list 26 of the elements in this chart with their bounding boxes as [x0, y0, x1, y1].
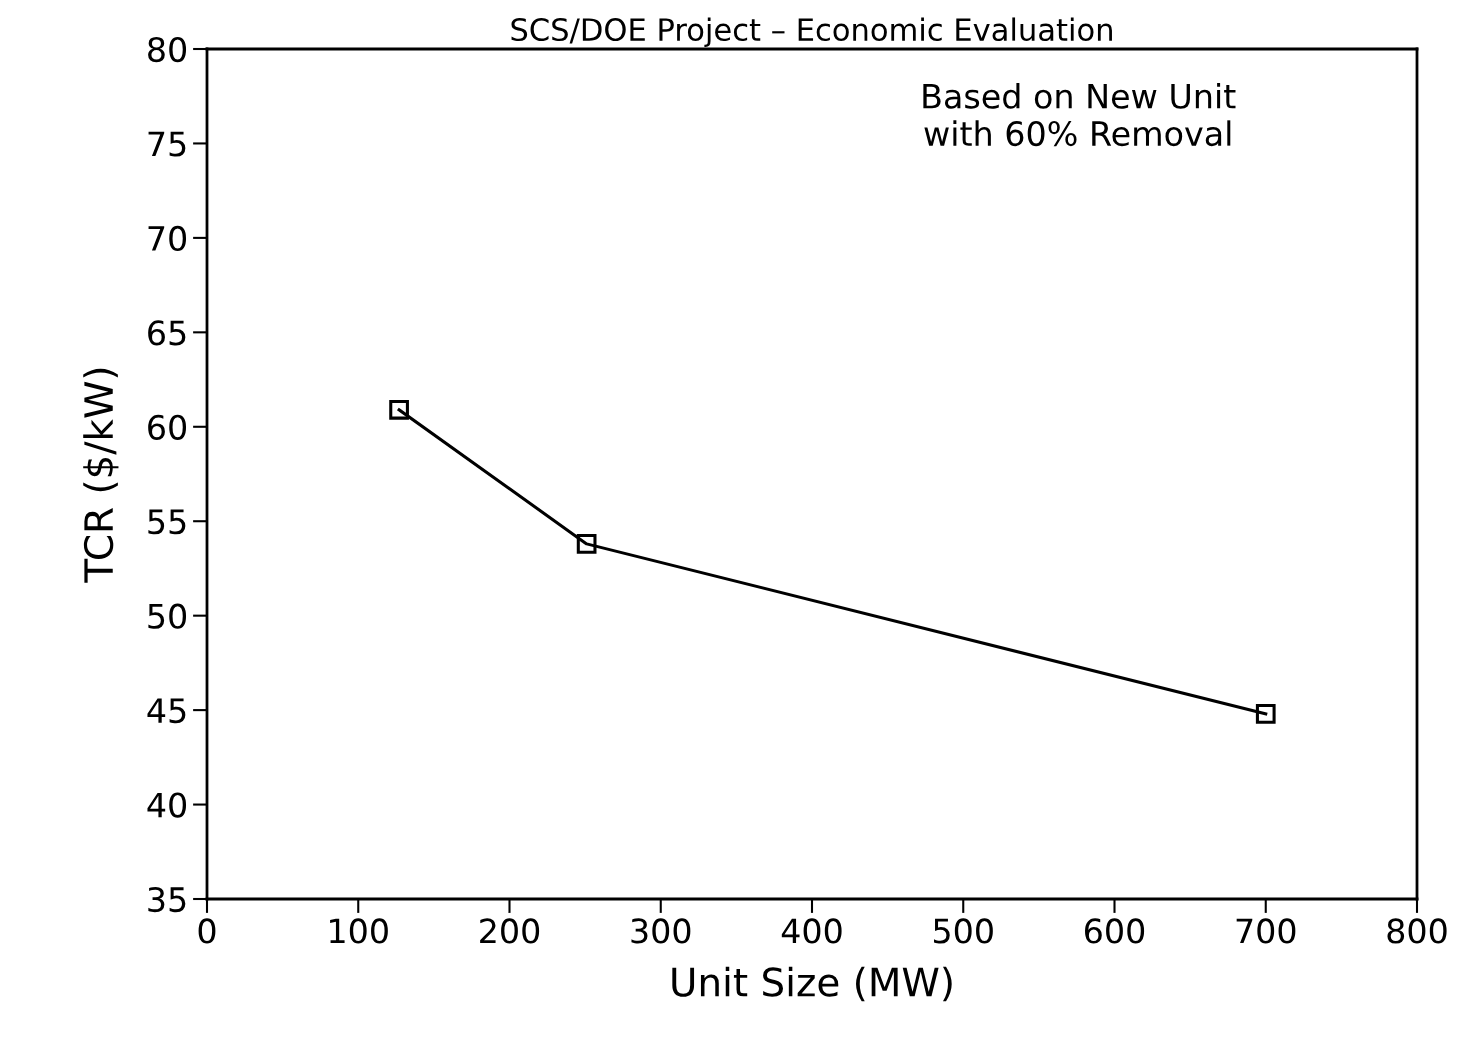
y-tick-label: 70 [148, 225, 187, 252]
y-tick-label: 50 [148, 603, 187, 629]
y-tick-label: 75 [148, 131, 186, 157]
x-tick-label: 300 [631, 918, 691, 944]
x-tick-label: 600 [1085, 918, 1145, 944]
x-tick-label: 500 [934, 918, 993, 944]
point [1255, 704, 1276, 724]
annotation: Based on New Unit with 60% Removal [923, 83, 1236, 147]
y-axis-title: TCR ($/kW) [83, 368, 119, 583]
point [389, 399, 409, 420]
x-tick-label: 200 [480, 918, 540, 944]
x-axis-title: Unit Size (MW) [672, 966, 952, 1002]
y-tick-label: 45 [147, 698, 186, 724]
x-tick-label: 800 [1387, 918, 1447, 944]
x-tick-label: 100 [330, 918, 388, 944]
x-tick-label: 0 [198, 918, 216, 944]
y-tick-label: 80 [148, 36, 187, 63]
x-tick-label: 700 [1236, 918, 1296, 944]
y-tick-label: 35 [148, 886, 186, 913]
chart-title: SCS/DOE Project – Economic Evaluation [511, 17, 1112, 48]
x-tick-label: 400 [781, 918, 842, 944]
y-tick-label: 65 [148, 320, 186, 346]
point [576, 534, 597, 554]
y-tick-label: 40 [147, 792, 187, 818]
y-tick-label: 55 [148, 509, 186, 535]
y-tick-label: 60 [148, 414, 187, 440]
